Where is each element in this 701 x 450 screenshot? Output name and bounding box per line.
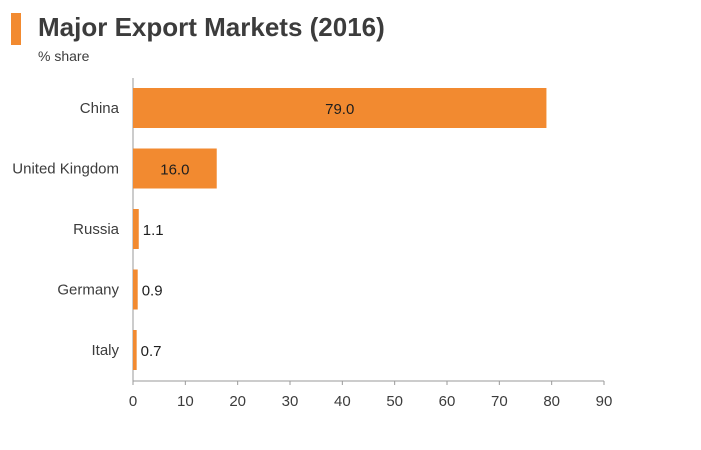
title-accent-bar [11,13,21,45]
x-tick-label: 50 [386,393,403,410]
value-label: 0.7 [141,343,162,360]
category-label: Italy [91,342,119,359]
chart-subtitle: % share [38,48,90,64]
x-tick-label: 40 [334,393,351,410]
bar-italy [133,330,137,370]
value-label: 1.1 [143,222,164,239]
category-label: United Kingdom [12,161,119,178]
x-tick-label: 30 [282,393,299,410]
x-tick-label: 0 [129,393,137,410]
category-label: Russia [73,221,120,238]
bar-germany [133,269,138,310]
chart-title: Major Export Markets (2016) [38,12,385,42]
bar-united-kingdom [133,148,217,189]
value-label: 79.0 [325,101,354,118]
bar-china [133,88,547,128]
bar-russia [133,209,139,249]
value-label: 0.9 [142,283,163,300]
category-label: Germany [57,282,119,299]
value-label: 16.0 [160,162,189,179]
x-tick-label: 90 [596,393,613,410]
x-tick-label: 10 [177,393,194,410]
category-label: China [80,100,120,117]
x-tick-label: 60 [439,393,456,410]
x-tick-label: 70 [491,393,508,410]
x-tick-label: 80 [543,393,560,410]
x-tick-label: 20 [229,393,246,410]
